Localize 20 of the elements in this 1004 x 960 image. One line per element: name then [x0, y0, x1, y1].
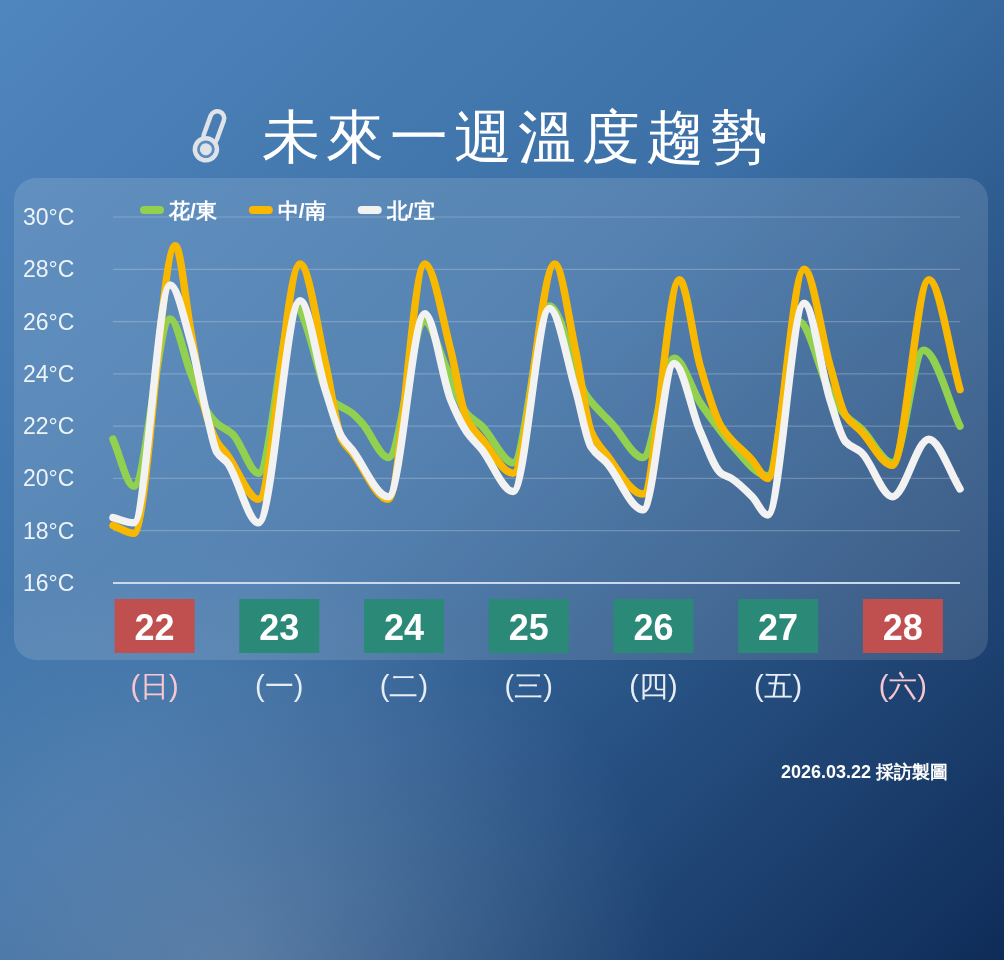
y-tick-label: 30°C: [23, 204, 75, 230]
y-tick-label: 18°C: [23, 517, 75, 544]
y-tick-label: 24°C: [23, 360, 75, 387]
x-tick-label: 28 (六): [878, 606, 927, 702]
y-tick-label: 16°C: [23, 570, 75, 596]
chart-title: 未來一週溫度趨勢: [262, 103, 774, 169]
y-tick-label: 26°C: [23, 308, 75, 335]
x-tick-label: 26 (四): [629, 606, 678, 702]
x-tick-label: 23 (一): [255, 606, 304, 702]
y-tick-label: 22°C: [23, 413, 75, 440]
legend-label: 花/東: [168, 198, 217, 222]
text: 2026.03.22 採訪製圖: [780, 762, 948, 782]
x-tick-label: 22 (日): [130, 606, 179, 702]
y-tick-label: 20°C: [23, 465, 75, 492]
x-tick-label: 24 (二): [379, 606, 429, 702]
legend-label: 中/南: [277, 198, 326, 222]
x-tick-label: 27 (五): [753, 606, 803, 702]
legend-label: 北/宜: [385, 198, 435, 222]
x-tick-label: 25 (三): [504, 606, 553, 702]
y-tick-label: 28°C: [23, 256, 75, 283]
